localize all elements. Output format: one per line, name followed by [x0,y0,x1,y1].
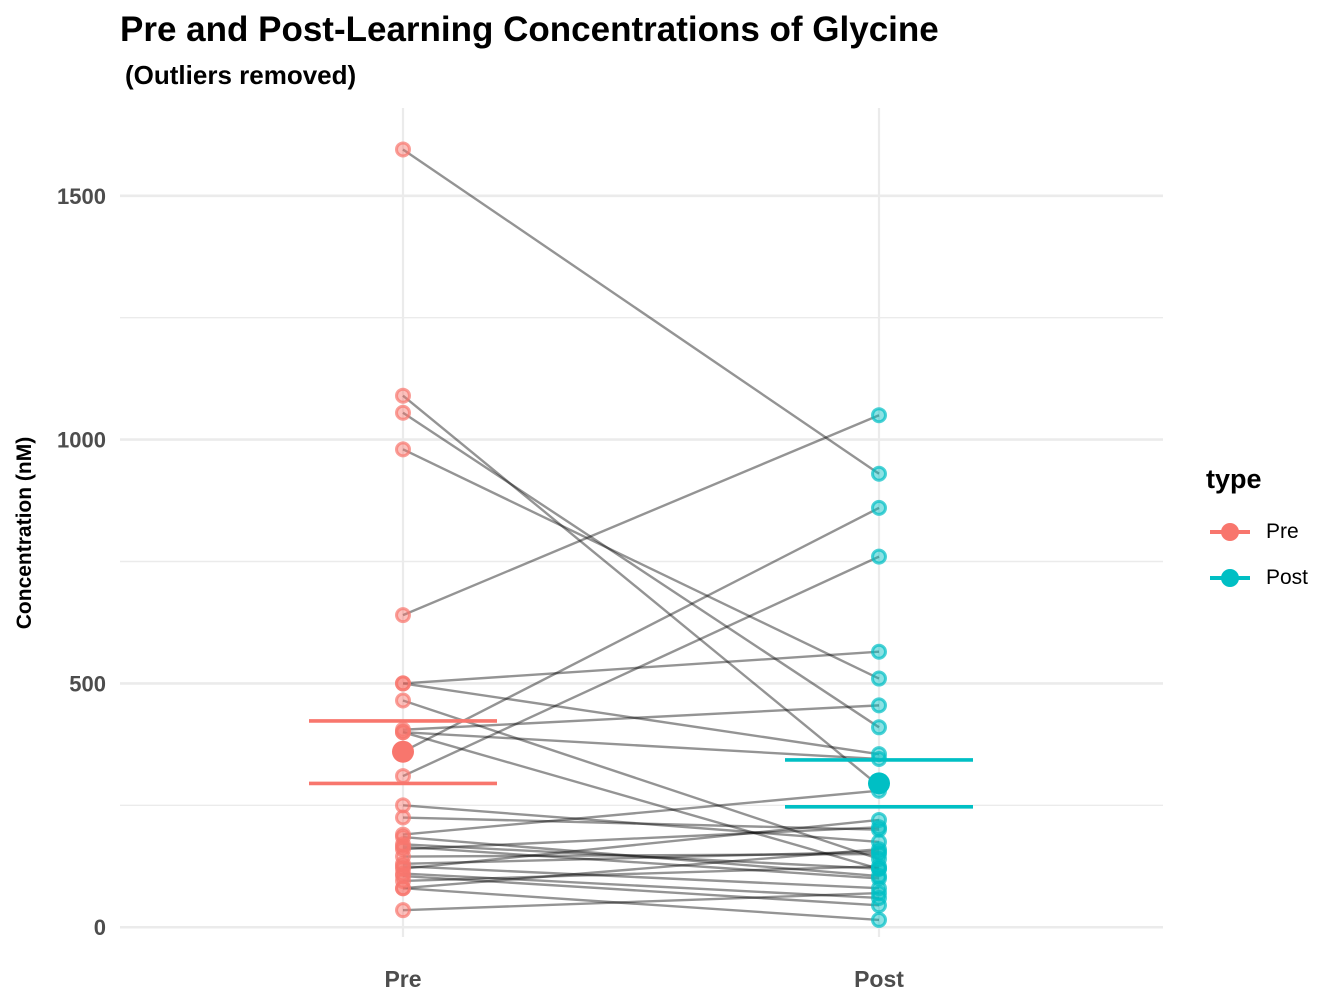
data-point-post [871,719,887,736]
data-point-pre [395,902,411,919]
pair-line [402,850,880,866]
legend-item-pre: Pre [1206,509,1308,555]
data-point-pre [395,141,411,158]
legend-label-post: Post [1266,566,1309,589]
data-point-post [871,885,887,902]
y-tick-label: 0 [94,915,106,940]
summary-markers [309,719,973,809]
pair-line [402,731,880,870]
chart-title: Pre and Post-Learning Concentrations of … [120,10,939,49]
pair-line [402,848,880,890]
data-point-pre [395,768,411,785]
pair-line [402,816,880,831]
pair-line [402,730,880,761]
data-point-post [871,465,887,482]
paired-lines [402,148,880,922]
data-point-post [871,697,887,714]
pair-line [402,789,880,836]
y-tick-label: 1000 [57,428,106,453]
legend-dot-post [1221,569,1239,587]
data-point-post [871,407,887,424]
pair-line [402,411,880,729]
data-point-pre [395,692,411,709]
pair-line [402,818,880,870]
pair-line [402,650,880,685]
data-point-pre [395,387,411,404]
pair-line [402,887,880,922]
pair-line [402,845,880,880]
data-point-pre [395,675,411,692]
pair-line [402,448,880,680]
y-tick-label: 500 [69,671,106,696]
pair-line [402,852,880,858]
data-point-pre [395,404,411,421]
legend: type Pre Post [1206,464,1308,601]
data-point-post [871,811,887,828]
pair-line [402,865,880,883]
data-point-pre [395,724,411,741]
gridlines [120,108,1163,937]
legend-key-post [1206,566,1254,590]
data-point-post [871,841,887,858]
legend-label-pre: Pre [1266,520,1299,543]
y-axis-ticks: 0 500 1000 1500 [57,184,106,940]
pair-line [402,874,880,907]
y-tick-label: 1500 [57,184,106,209]
legend-item-post: Post [1206,555,1308,601]
data-point-post [871,911,887,928]
pair-line [402,872,880,900]
pair-line [402,148,880,475]
pair-line [402,682,880,756]
x-axis-ticks: Pre Post [384,966,904,992]
pair-line [402,699,880,861]
x-tick-label: Post [854,966,904,992]
data-point-pre [395,441,411,458]
mean-point-post [868,772,890,795]
legend-title: type [1206,464,1262,494]
legend-key-pre [1206,520,1254,544]
data-point-post [871,548,887,565]
pair-line [402,843,880,870]
pair-line [402,555,880,778]
data-point-pre [395,809,411,826]
x-tick-label: Pre [384,966,421,992]
pair-line [402,891,880,912]
pair-line [402,865,880,890]
pair-line [402,394,880,787]
pair-line [402,414,880,617]
mean-point-pre [392,740,414,763]
pair-line [402,835,880,878]
data-point-post [871,858,887,875]
data-point-post [871,499,887,516]
pair-line [402,804,880,844]
pair-line [402,826,880,851]
pair-line [402,704,880,731]
legend-dot-pre [1221,523,1239,541]
pair-line [402,506,880,753]
data-point-post [871,670,887,687]
chart-subtitle: (Outliers removed) [125,60,357,90]
data-point-post [871,643,887,660]
data-points [395,141,887,928]
data-point-pre [395,880,411,897]
data-point-pre [395,607,411,624]
